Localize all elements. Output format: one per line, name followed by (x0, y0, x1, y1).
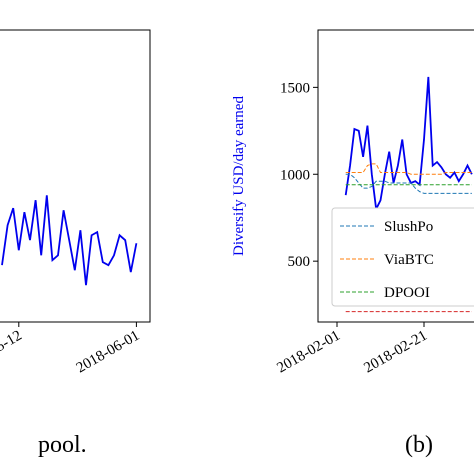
series-line (344, 76, 473, 213)
x-tick-label: 2018-02-21 (361, 328, 430, 377)
x-tick-label: 2018-02-01 (274, 328, 343, 377)
axes-frame (0, 29, 151, 323)
y-axis-label: Diversify USD/day earned (231, 96, 247, 256)
y-tick-label: 500 (288, 254, 311, 270)
caption: pool. (38, 432, 87, 458)
series-line (345, 163, 472, 175)
series-line (345, 173, 472, 194)
plot-area (344, 76, 473, 313)
x-tick-label: 2018-06-01 (74, 328, 143, 377)
y-tick-label: 1000 (280, 167, 310, 183)
x-tick-label: 5-12 (0, 328, 25, 356)
legend-box (331, 207, 474, 307)
plot-area (1, 195, 138, 286)
axes-frame (317, 29, 474, 323)
legend-label: SlushPo (384, 219, 433, 235)
y-tick-label: 1500 (280, 80, 310, 96)
legend-label: ViaBTC (384, 252, 434, 268)
legend-label: DPOOI (384, 285, 430, 301)
caption: (b) (405, 432, 433, 458)
series-line (1, 195, 138, 286)
